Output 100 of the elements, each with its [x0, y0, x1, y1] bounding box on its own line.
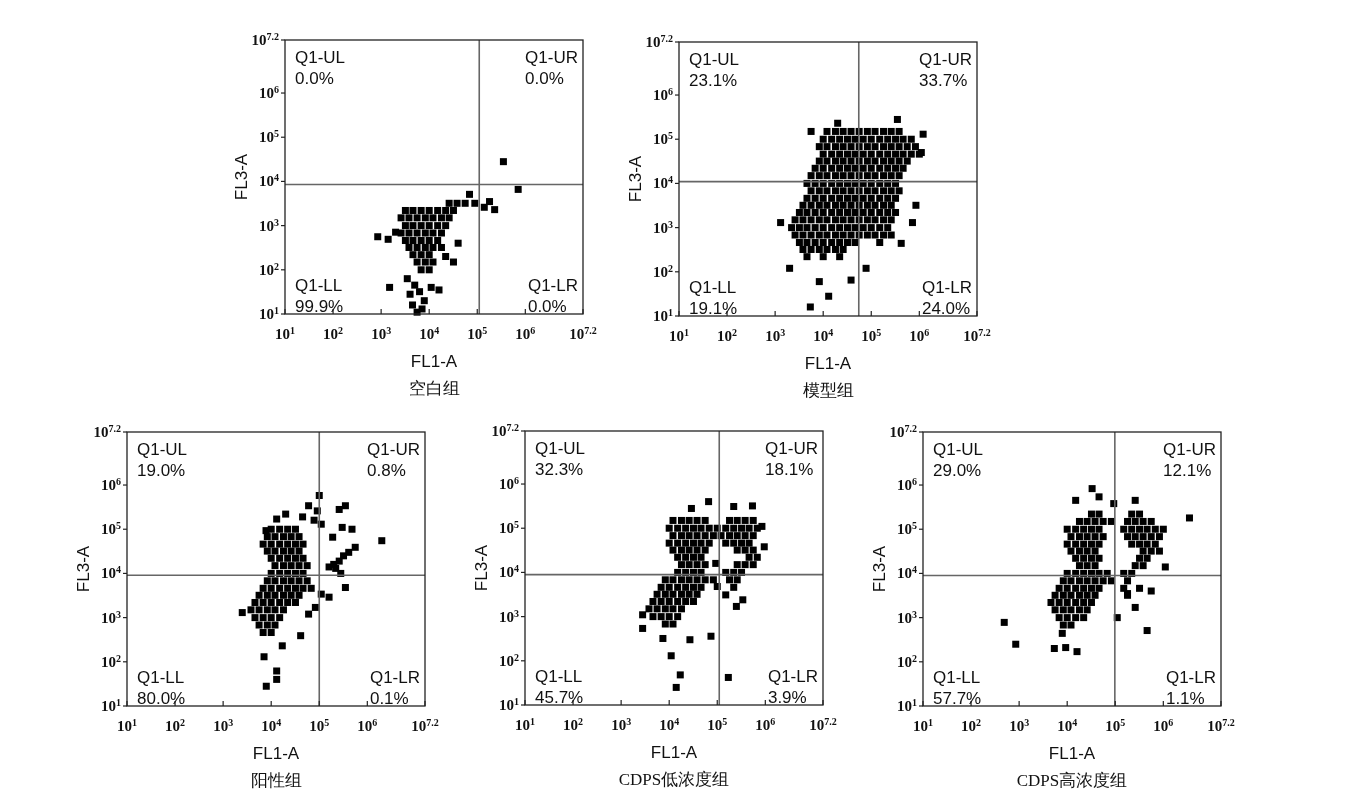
x-tick-label: 10$^{6}$: [909, 326, 930, 344]
x-axis-title: FL1-A: [1048, 744, 1096, 763]
annotation: Q1-LR 0.1%: [369, 668, 420, 708]
x-tick-label: 10$^{2}$: [323, 324, 344, 342]
x-tick-label: 10$^{1}$: [913, 716, 933, 734]
y-tick-label: 10$^{4}$: [897, 563, 917, 582]
y-tick-label: 10$^{4}$: [259, 171, 279, 190]
annotation: Q1-LR 24.0%: [921, 278, 972, 318]
x-tick-label: 10$^{5}$: [861, 326, 882, 344]
y-tick-label: 10$^{2}$: [499, 651, 519, 669]
x-tick-label: 10$^{6}$: [357, 716, 378, 734]
x-tick-label: 10$^{7.2}$: [569, 324, 597, 342]
y-tick-label: 10$^{3}$: [101, 608, 121, 626]
annotation: Q1-UR 0.8%: [367, 440, 420, 480]
y-tick-label: 10$^{7.2}$: [889, 422, 917, 440]
x-axis-title: FL1-A: [804, 354, 852, 373]
y-tick-label: 10$^{4}$: [101, 563, 121, 582]
annotation: Q1-UR 0.0%: [525, 48, 578, 88]
y-tick-label: 10$^{5}$: [653, 129, 673, 148]
y-axis-title: FL3-A: [472, 544, 491, 592]
y-tick-label: 10$^{5}$: [499, 518, 519, 537]
x-tick-label: 10$^{2}$: [961, 716, 982, 734]
x-tick-label: 10$^{4}$: [813, 326, 834, 344]
y-tick-label: 10$^{7.2}$: [491, 421, 519, 439]
x-tick-label: 10$^{3}$: [213, 716, 234, 734]
annotation: Q1-UL 29.0%: [933, 440, 984, 480]
x-tick-label: 10$^{6}$: [755, 715, 776, 733]
annotation: Q1-LR 0.0%: [527, 276, 578, 316]
y-axis-title: FL3-A: [626, 155, 645, 203]
y-tick-label: 10$^{6}$: [101, 475, 121, 494]
y-tick-label: 10$^{5}$: [259, 127, 279, 146]
x-tick-label: 10$^{2}$: [165, 716, 186, 734]
y-tick-label: 10$^{6}$: [259, 83, 279, 102]
x-tick-label: 10$^{3}$: [371, 324, 392, 342]
y-tick-label: 10$^{1}$: [653, 306, 673, 324]
y-tick-label: 10$^{6}$: [897, 475, 917, 494]
x-tick-label: 10$^{3}$: [765, 326, 786, 344]
y-tick-label: 10$^{1}$: [897, 696, 917, 714]
x-axis-title: FL1-A: [650, 743, 698, 762]
annotation: Q1-UR 18.1%: [765, 439, 818, 479]
x-tick-label: 10$^{1}$: [275, 324, 295, 342]
annotation: Q1-UL 0.0%: [295, 48, 346, 88]
y-tick-label: 10$^{7.2}$: [645, 32, 673, 50]
annotation: Q1-LL 57.7%: [933, 668, 982, 708]
y-tick-label: 10$^{5}$: [101, 519, 121, 538]
y-tick-label: 10$^{1}$: [101, 696, 121, 714]
x-tick-label: 10$^{5}$: [707, 715, 728, 733]
text: CDPS高浓度组: [1016, 771, 1128, 790]
x-tick-label: 10$^{2}$: [717, 326, 738, 344]
annotation: Q1-LR 3.9%: [767, 667, 818, 707]
y-tick-label: 10$^{2}$: [259, 260, 279, 278]
y-tick-label: 10$^{5}$: [897, 519, 917, 538]
annotation: Q1-LL 45.7%: [535, 667, 584, 707]
y-tick-label: 10$^{1}$: [499, 695, 519, 713]
x-tick-label: 10$^{3}$: [1009, 716, 1030, 734]
y-tick-label: 10$^{1}$: [259, 304, 279, 322]
y-tick-label: 10$^{6}$: [653, 85, 673, 104]
y-tick-label: 10$^{2}$: [101, 652, 121, 670]
annotation: Q1-UR 12.1%: [1163, 440, 1216, 480]
x-tick-label: 10$^{4}$: [419, 324, 440, 342]
x-axis-title: FL1-A: [252, 744, 300, 763]
x-tick-label: 10$^{1}$: [117, 716, 137, 734]
annotation: Q1-LR 1.1%: [1165, 668, 1216, 708]
x-tick-label: 10$^{6}$: [1153, 716, 1174, 734]
annotation: Q1-UR 33.7%: [919, 50, 972, 90]
text: 空白组: [408, 379, 460, 398]
annotation: Q1-UL 32.3%: [535, 439, 586, 479]
x-tick-label: 10$^{1}$: [515, 715, 535, 733]
y-tick-label: 10$^{4}$: [499, 562, 519, 581]
text: CDPS低浓度组: [618, 770, 730, 789]
text: 阳性组: [250, 771, 302, 790]
annotation: Q1-LL 99.9%: [295, 276, 344, 316]
x-tick-label: 10$^{7.2}$: [1207, 716, 1235, 734]
x-axis-title: FL1-A: [410, 352, 458, 371]
y-tick-label: 10$^{3}$: [653, 218, 673, 236]
y-tick-label: 10$^{7.2}$: [251, 30, 279, 48]
x-tick-label: 10$^{2}$: [563, 715, 584, 733]
annotation: Q1-UL 23.1%: [689, 50, 740, 90]
text: 模型组: [802, 381, 854, 400]
x-tick-label: 10$^{7.2}$: [411, 716, 439, 734]
y-axis-title: FL3-A: [232, 153, 251, 201]
x-tick-label: 10$^{5}$: [309, 716, 330, 734]
x-tick-label: 10$^{5}$: [1105, 716, 1126, 734]
x-tick-label: 10$^{5}$: [467, 324, 488, 342]
y-axis-title: FL3-A: [74, 545, 93, 593]
x-tick-label: 10$^{6}$: [515, 324, 536, 342]
annotation: Q1-UL 19.0%: [137, 440, 188, 480]
y-tick-label: 10$^{6}$: [499, 474, 519, 493]
y-tick-label: 10$^{3}$: [259, 216, 279, 234]
y-tick-label: 10$^{7.2}$: [93, 422, 121, 440]
x-tick-label: 10$^{3}$: [611, 715, 632, 733]
y-tick-label: 10$^{3}$: [499, 607, 519, 625]
y-tick-label: 10$^{3}$: [897, 608, 917, 626]
x-tick-label: 10$^{1}$: [669, 326, 689, 344]
x-tick-label: 10$^{4}$: [1057, 716, 1078, 734]
annotation: Q1-LL 19.1%: [689, 278, 738, 318]
y-tick-label: 10$^{4}$: [653, 173, 673, 192]
y-tick-label: 10$^{2}$: [653, 262, 673, 280]
y-tick-label: 10$^{2}$: [897, 652, 917, 670]
y-axis-title: FL3-A: [870, 545, 889, 593]
